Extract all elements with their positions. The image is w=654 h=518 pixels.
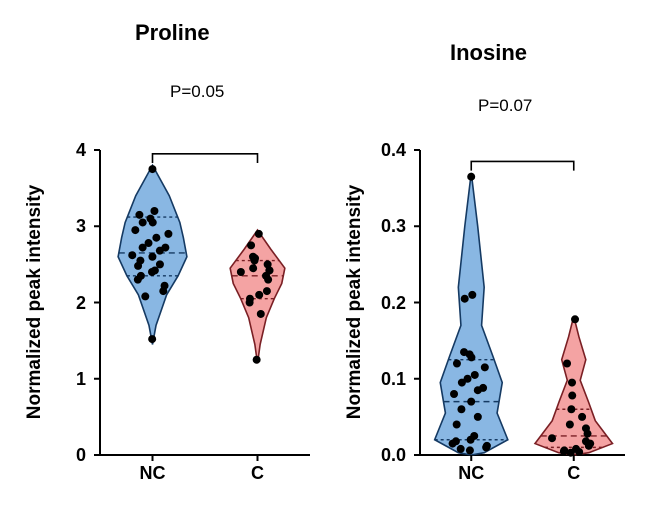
chart-title: Proline: [135, 20, 210, 46]
data-point: [467, 353, 475, 361]
data-point: [584, 430, 592, 438]
data-point: [578, 413, 586, 421]
y-axis-label: Normalized peak intensity: [344, 172, 366, 432]
data-point: [263, 287, 271, 295]
y-tick-label: 2: [50, 293, 86, 314]
data-point: [585, 442, 593, 450]
data-point: [237, 268, 245, 276]
data-point: [575, 448, 583, 456]
data-point: [548, 434, 556, 442]
x-tick-label: C: [554, 463, 594, 484]
data-point: [450, 390, 458, 398]
y-tick-label: 0.1: [370, 369, 406, 390]
data-point: [164, 230, 172, 238]
data-point: [453, 421, 461, 429]
data-point: [567, 405, 575, 413]
data-point: [148, 335, 156, 343]
data-point: [150, 207, 158, 215]
data-point: [159, 287, 167, 295]
data-point: [152, 234, 160, 242]
y-tick-label: 0.4: [370, 140, 406, 161]
data-point: [249, 264, 257, 272]
data-point: [149, 218, 157, 226]
data-point: [474, 413, 482, 421]
data-point: [457, 405, 465, 413]
data-point: [156, 247, 164, 255]
data-point: [566, 421, 574, 429]
data-point: [482, 443, 490, 451]
data-point: [563, 360, 571, 368]
data-point: [453, 360, 461, 368]
data-point: [457, 445, 465, 453]
data-point: [468, 291, 476, 299]
comparison-bracket: [153, 154, 258, 163]
data-point: [474, 386, 482, 394]
p-value-label: P=0.05: [170, 82, 224, 102]
data-point: [128, 251, 136, 259]
data-point: [139, 218, 147, 226]
violin-plot: [90, 140, 360, 495]
data-point: [568, 379, 576, 387]
data-point: [135, 211, 143, 219]
chart-title: Inosine: [450, 40, 527, 66]
data-point: [255, 230, 263, 238]
data-point: [264, 276, 272, 284]
data-point: [449, 440, 457, 448]
y-tick-label: 0: [50, 445, 86, 466]
data-point: [139, 244, 147, 252]
x-tick-label: NC: [451, 463, 491, 484]
data-point: [253, 356, 261, 364]
data-point: [471, 371, 479, 379]
data-point: [246, 299, 254, 307]
data-point: [461, 295, 469, 303]
y-tick-label: 3: [50, 216, 86, 237]
data-point: [148, 268, 156, 276]
data-point: [257, 310, 265, 318]
data-point: [467, 398, 475, 406]
violin-plot: [410, 140, 654, 495]
p-value-label: P=0.07: [478, 96, 532, 116]
y-tick-label: 0.0: [370, 445, 406, 466]
data-point: [466, 446, 474, 454]
violin-shape: [435, 173, 508, 455]
data-point: [467, 173, 475, 181]
data-point: [134, 276, 142, 284]
data-point: [251, 257, 259, 265]
y-axis-label: Normalized peak intensity: [24, 172, 46, 432]
data-point: [148, 253, 156, 261]
data-point: [247, 241, 255, 249]
data-point: [571, 315, 579, 323]
data-point: [568, 392, 576, 400]
data-point: [141, 292, 149, 300]
data-point: [148, 165, 156, 173]
data-point: [255, 291, 263, 299]
y-tick-label: 4: [50, 140, 86, 161]
data-point: [458, 379, 466, 387]
data-point: [467, 436, 475, 444]
data-point: [560, 447, 568, 455]
y-tick-label: 0.2: [370, 293, 406, 314]
y-tick-label: 0.3: [370, 216, 406, 237]
comparison-bracket: [471, 161, 574, 170]
x-tick-label: C: [238, 463, 278, 484]
data-point: [134, 262, 142, 270]
data-point: [131, 226, 139, 234]
data-point: [481, 363, 489, 371]
x-tick-label: NC: [133, 463, 173, 484]
y-tick-label: 1: [50, 369, 86, 390]
